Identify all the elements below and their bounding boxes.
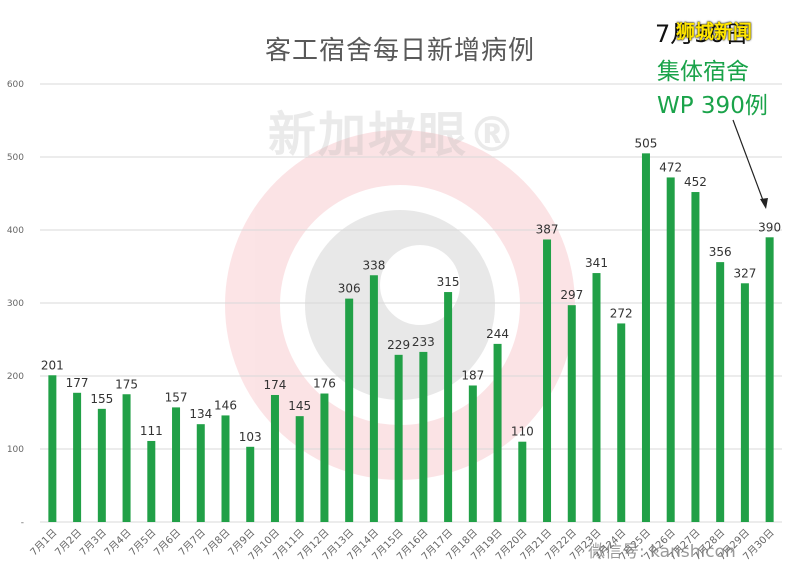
bar <box>716 262 725 522</box>
data-label: 272 <box>610 306 633 320</box>
y-tick-label: 100 <box>7 445 24 455</box>
data-label: 177 <box>66 376 89 390</box>
watermark-text: 新加坡眼® <box>268 107 519 163</box>
bar <box>172 407 181 522</box>
bar <box>444 292 453 522</box>
bar <box>97 408 106 522</box>
data-label: 356 <box>709 245 732 259</box>
bar <box>493 343 502 522</box>
annotation-line2: WP 390例 <box>657 93 768 119</box>
bar <box>567 305 576 522</box>
x-tick-label: 7月5日 <box>127 527 159 559</box>
data-label: 390 <box>758 220 781 234</box>
data-label: 146 <box>214 398 237 412</box>
data-label: 229 <box>387 338 410 352</box>
y-tick-label: 200 <box>7 372 24 382</box>
bar <box>666 177 675 522</box>
data-label: 110 <box>511 425 534 439</box>
x-tick-label: 7月1日 <box>28 527 60 559</box>
bar <box>270 394 279 522</box>
data-label: 103 <box>239 430 262 444</box>
y-tick-label: 400 <box>7 226 24 236</box>
data-label: 297 <box>560 288 583 302</box>
bar <box>394 354 403 522</box>
x-tick-label: 7月6日 <box>152 527 184 559</box>
data-label: 505 <box>635 136 658 150</box>
bar <box>295 416 304 522</box>
data-label: 175 <box>115 377 138 391</box>
data-label: 452 <box>684 175 707 189</box>
bar <box>221 415 230 522</box>
bar <box>73 392 82 522</box>
data-label: 176 <box>313 377 336 391</box>
data-label: 134 <box>189 407 212 421</box>
bar <box>691 192 700 523</box>
bar <box>641 153 650 522</box>
y-tick-label: - <box>21 518 24 528</box>
x-tick-label: 7月8日 <box>201 527 233 559</box>
bar <box>518 441 527 522</box>
bar <box>765 237 774 523</box>
data-label: 244 <box>486 327 509 341</box>
y-tick-label: 600 <box>7 80 24 90</box>
annotation-line1: 集体宿舍 <box>657 59 749 85</box>
data-label: 233 <box>412 335 435 349</box>
bar <box>147 440 156 522</box>
data-label: 341 <box>585 256 608 270</box>
chart-title: 客工宿舍每日新增病例 <box>264 36 535 66</box>
annotation-date: 7月30日 <box>655 20 749 48</box>
x-tick-label: 7月2日 <box>53 527 85 559</box>
data-label: 187 <box>461 368 484 382</box>
data-label: 201 <box>41 358 64 372</box>
data-label: 306 <box>338 282 361 296</box>
x-tick-label: 7月4日 <box>102 527 134 559</box>
y-tick-label: 300 <box>7 299 24 309</box>
data-label: 157 <box>165 390 188 404</box>
bar <box>543 239 552 523</box>
corner-watermark: 狮城新闻 <box>676 21 753 43</box>
data-label: 338 <box>362 258 385 272</box>
annotation-arrow <box>732 119 768 209</box>
bar <box>345 298 354 522</box>
data-label: 472 <box>659 160 682 174</box>
bar <box>320 393 329 522</box>
bar <box>740 283 749 522</box>
wechat-watermark: 微信号: kanshicon <box>588 542 736 562</box>
x-tick-label: 7月7日 <box>176 527 208 559</box>
data-label: 327 <box>733 266 756 280</box>
x-tick-label: 7月3日 <box>77 527 109 559</box>
bar <box>122 394 131 522</box>
bar <box>48 375 57 522</box>
data-label: 111 <box>140 424 163 438</box>
bar <box>196 424 205 522</box>
data-label: 174 <box>264 378 287 392</box>
bar <box>419 351 428 522</box>
data-label: 155 <box>90 392 113 406</box>
y-tick-label: 500 <box>7 153 24 163</box>
bar <box>369 275 378 522</box>
data-label: 387 <box>536 222 559 236</box>
bar <box>617 323 626 522</box>
data-label: 315 <box>437 275 460 289</box>
bar <box>592 273 601 522</box>
bar <box>246 446 255 522</box>
data-label: 145 <box>288 399 311 413</box>
bar <box>468 385 477 522</box>
